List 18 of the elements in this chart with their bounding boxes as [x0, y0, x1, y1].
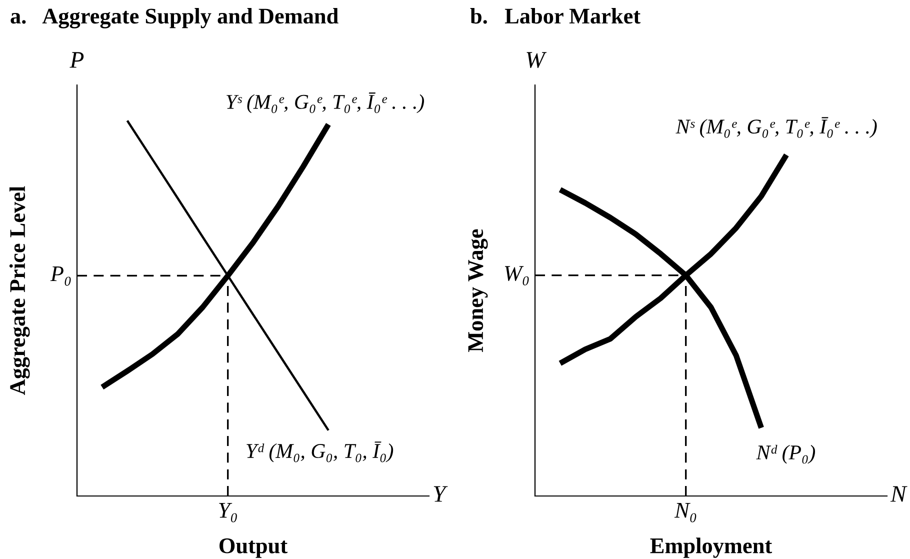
- text: P: [70, 52, 84, 68]
- y-axis-title: Money Wage: [468, 229, 488, 352]
- series-label: Nˢ (M₀ᵉ, G₀ᵉ, T₀ᵉ, Ī₀ᵉ . . .): [676, 117, 877, 138]
- text: N₀: [674, 503, 696, 522]
- x-axis-title: Output: [220, 538, 288, 558]
- text: W: [526, 52, 547, 68]
- text: Y₀: [219, 503, 237, 522]
- x-axis-title: Employment: [650, 538, 772, 558]
- text: Y: [434, 486, 448, 502]
- series-label: Yˢ (M₀ᵉ, G₀ᵉ, T₀ᵉ, Ī₀ᵉ . . .): [226, 92, 424, 114]
- series-label: Yᵈ (M₀, G₀, T₀, Ī₀): [246, 442, 394, 462]
- chart-title: b. Labor Market: [470, 8, 640, 24]
- ref-line-label: W₀: [504, 266, 529, 286]
- y-axis-title: Aggregate Price Level: [9, 186, 30, 395]
- text: N: [890, 486, 908, 502]
- ref-line-label: P₀: [50, 266, 71, 286]
- series-label: Nᵈ (P₀): [756, 444, 816, 464]
- chart-title: a. Aggregate Supply and Demand: [10, 8, 338, 28]
